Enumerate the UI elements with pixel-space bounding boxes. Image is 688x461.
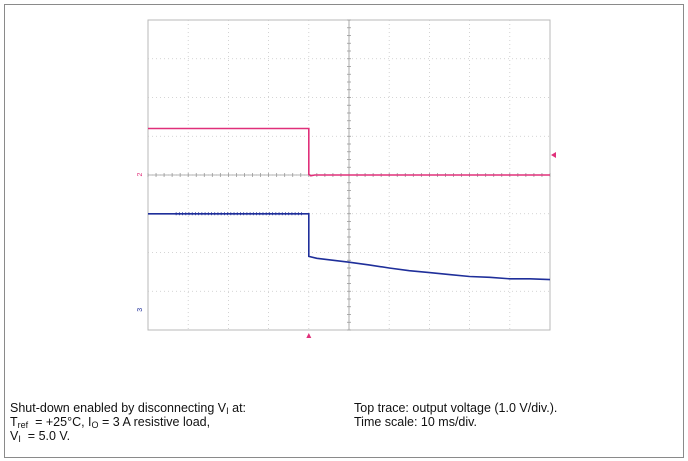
caption-time-scale: Time scale: 10 ms/div. — [354, 415, 477, 429]
caption-line-2: Tref = +25°C, IO = 3 A resistive load, — [10, 415, 211, 430]
trace-channel-2 — [148, 127, 550, 177]
caption-line-3: VI = 5.0 V. — [10, 429, 71, 444]
channel-marker-2: 2 — [137, 173, 144, 177]
caption-top-trace: Top trace: output voltage (1.0 V/div.). — [354, 401, 558, 415]
trace-channel-3 — [148, 213, 551, 281]
figure-frame — [4, 4, 684, 458]
caption-trace-info: Top trace: output voltage (1.0 V/div.). … — [354, 401, 557, 429]
caption-conditions: Shut-down enabled by disconnecting VI at… — [10, 401, 247, 444]
caption-line-1: Shut-down enabled by disconnecting VI at… — [10, 401, 247, 416]
level-marker-arrow — [551, 152, 556, 158]
trigger-position-marker — [306, 333, 312, 338]
channel-marker-3: 3 — [137, 308, 144, 312]
